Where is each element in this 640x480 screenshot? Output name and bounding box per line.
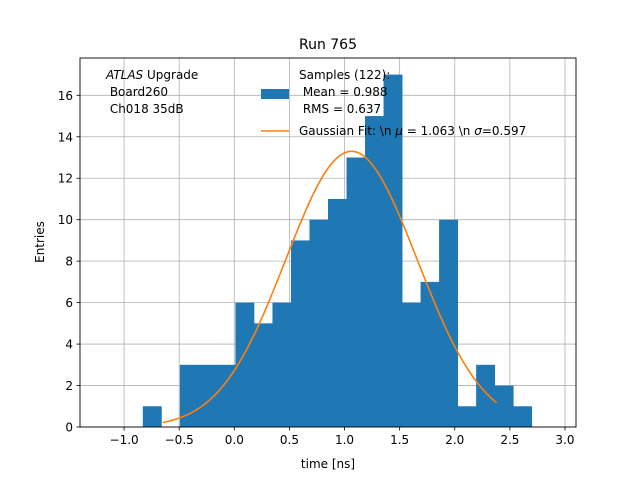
histogram-bar bbox=[476, 364, 496, 427]
histogram-bar bbox=[290, 240, 310, 427]
histogram-bar bbox=[272, 302, 292, 427]
y-axis-label: Entries bbox=[33, 221, 47, 263]
y-tick-label: 12 bbox=[58, 172, 73, 186]
histogram-bar bbox=[513, 406, 533, 427]
histogram-bar bbox=[179, 364, 199, 427]
x-tick-label: −0.5 bbox=[165, 433, 194, 447]
y-tick-label: 8 bbox=[65, 255, 73, 269]
x-tick-label: 2.0 bbox=[445, 433, 464, 447]
histogram-bar bbox=[198, 364, 218, 427]
histogram-bars bbox=[142, 74, 533, 428]
upgrade-label: Upgrade bbox=[143, 68, 198, 82]
atlas-label: ATLAS bbox=[105, 68, 144, 82]
histogram-bar bbox=[439, 219, 459, 427]
histogram-bar bbox=[457, 406, 477, 427]
y-axis-ticks: 0 2 4 6 8 10 12 14 16 bbox=[58, 89, 80, 435]
atlas-annotation: ATLAS Upgrade Board260 Ch018 35dB bbox=[105, 68, 198, 116]
histogram-bar bbox=[309, 219, 329, 427]
y-tick-label: 6 bbox=[65, 296, 73, 310]
legend-mu-symbol: μ bbox=[394, 124, 403, 138]
x-tick-label: 1.5 bbox=[390, 433, 409, 447]
legend-sigma-symbol: σ bbox=[474, 124, 482, 138]
legend-sigma-text: =0.597 bbox=[482, 124, 526, 138]
chart-title: Run 765 bbox=[299, 37, 357, 53]
x-tick-label: 0.0 bbox=[225, 433, 244, 447]
legend-samples-line-3: RMS = 0.637 bbox=[299, 102, 381, 116]
y-tick-label: 10 bbox=[58, 213, 73, 227]
x-tick-label: 1.0 bbox=[335, 433, 354, 447]
legend-histogram-swatch bbox=[261, 89, 289, 99]
histogram-bar bbox=[346, 157, 366, 427]
annotation-line-2: Board260 bbox=[106, 85, 168, 99]
histogram-bar bbox=[216, 364, 236, 427]
histogram-bar bbox=[235, 302, 255, 427]
legend: Samples (122): Mean = 0.988 RMS = 0.637 … bbox=[261, 68, 526, 138]
x-tick-label: −1.0 bbox=[110, 433, 139, 447]
histogram-bar bbox=[365, 116, 384, 427]
plot-frame bbox=[79, 57, 577, 428]
histogram-bar bbox=[142, 406, 162, 427]
y-tick-label: 2 bbox=[65, 379, 73, 393]
histogram-bar bbox=[420, 281, 440, 427]
legend-mu-text: = 1.063 \n bbox=[403, 124, 474, 138]
legend-fit-label: Gaussian Fit: \n μ = 1.063 \n σ=0.597 bbox=[299, 124, 526, 138]
y-tick-label: 4 bbox=[65, 338, 73, 352]
y-tick-label: 0 bbox=[65, 421, 73, 435]
y-tick-label: 14 bbox=[58, 130, 73, 144]
histogram-bar bbox=[253, 323, 273, 427]
annotation-line-1: ATLAS Upgrade bbox=[105, 68, 198, 82]
histogram-bar bbox=[402, 302, 421, 427]
legend-fit-prefix: Gaussian Fit: \n bbox=[299, 124, 395, 138]
legend-samples-line-1: Samples (122): bbox=[299, 68, 390, 82]
x-tick-label: 2.5 bbox=[500, 433, 519, 447]
legend-samples-line-2: Mean = 0.988 bbox=[299, 85, 388, 99]
histogram-bar bbox=[494, 385, 514, 427]
y-tick-label: 16 bbox=[58, 89, 73, 103]
x-tick-label: 3.0 bbox=[555, 433, 574, 447]
histogram-bar bbox=[328, 198, 347, 427]
gaussian-fit-curve bbox=[162, 150, 498, 424]
x-tick-label: 0.5 bbox=[280, 433, 299, 447]
x-axis-ticks: −1.0 −0.5 0.0 0.5 1.0 1.5 2.0 2.5 3.0 bbox=[110, 427, 575, 447]
x-axis-label: time [ns] bbox=[301, 457, 355, 471]
annotation-line-3: Ch018 35dB bbox=[106, 102, 184, 116]
histogram-bar bbox=[383, 74, 403, 428]
